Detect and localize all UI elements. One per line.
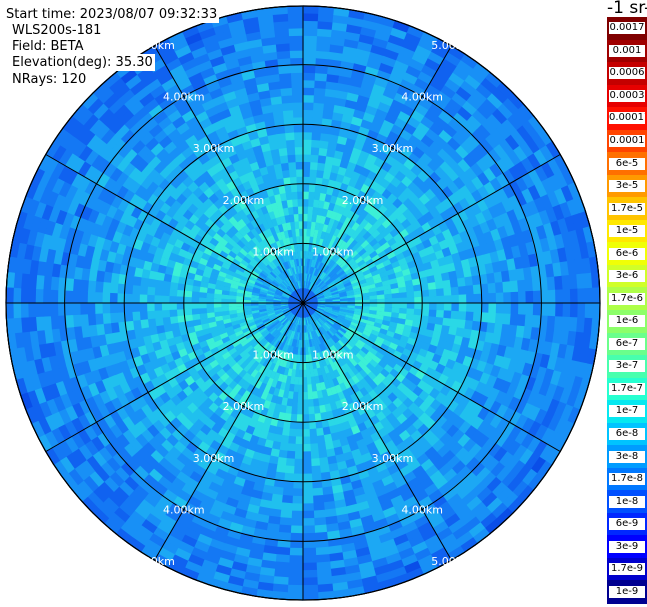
azimuth-spoke bbox=[154, 302, 304, 561]
scan-gates bbox=[5, 5, 601, 601]
range-ring bbox=[123, 123, 483, 483]
range-label: 1.00km bbox=[312, 349, 354, 362]
range-label: 4.00km bbox=[163, 91, 205, 104]
range-label: 3.00km bbox=[193, 142, 235, 155]
colorbar-label: 6e-6 bbox=[609, 247, 645, 260]
range-label: 2.00km bbox=[223, 400, 265, 413]
colorbar-label: 0.0006 bbox=[609, 67, 645, 80]
start-time-label: Start time: 2023/08/07 09:32:33 bbox=[4, 6, 220, 23]
azimuth-spoke bbox=[45, 154, 304, 304]
range-label: 4.00km bbox=[401, 504, 443, 517]
range-label: 1.00km bbox=[312, 245, 354, 258]
colorbar-label: 1e-8 bbox=[609, 495, 645, 508]
azimuth-spoke bbox=[302, 154, 561, 304]
colorbar-label: 6e-5 bbox=[609, 157, 645, 170]
colorbar-label: 6e-8 bbox=[609, 427, 645, 440]
colorbar-unit: -1 sr-1 bbox=[607, 0, 647, 18]
colorbar-label: 3e-5 bbox=[609, 180, 645, 193]
range-ring bbox=[242, 242, 364, 364]
colorbar-label: 0.0001 bbox=[609, 134, 645, 147]
azimuth-spoke bbox=[302, 45, 452, 304]
colorbar-label: 0.0017 bbox=[609, 22, 645, 35]
colorbar-label: 1.7e-7 bbox=[609, 382, 645, 395]
scan-border bbox=[5, 5, 601, 601]
elevation-label: Elevation(deg): 35.30 bbox=[10, 54, 155, 71]
colorbar-label: 1.7e-6 bbox=[609, 292, 645, 305]
nrays-label: NRays: 120 bbox=[10, 71, 89, 88]
colorbar-label: 0.00017 bbox=[609, 112, 645, 125]
colorbar-label: 3e-7 bbox=[609, 360, 645, 373]
colorbar-label: 0.001 bbox=[609, 44, 645, 57]
range-label: 2.00km bbox=[223, 194, 265, 207]
colorbar: 0.0017 0.001 0.0006 0.0003 0.00017 0.0001 6e-5… bbox=[607, 17, 647, 604]
azimuth-spoke bbox=[45, 302, 304, 452]
range-label: 5.00km bbox=[431, 39, 473, 52]
colorbar-label: 1.7e-5 bbox=[609, 202, 645, 215]
range-label: 3.00km bbox=[372, 452, 414, 465]
ppi-scan-plot: 1.00km 1.00km 1.00km 1.00km 2.00km 2.00km 2.00… bbox=[5, 5, 601, 601]
colorbar-label: 3e-6 bbox=[609, 270, 645, 283]
colorbar-label: 1e-7 bbox=[609, 405, 645, 418]
field-label: Field: BETA bbox=[10, 38, 86, 55]
colorbar-label: 0.0003 bbox=[609, 89, 645, 102]
colorbar-label: 1e-9 bbox=[609, 585, 645, 598]
range-label: 5.00km bbox=[431, 555, 473, 568]
colorbar-label: 1e-5 bbox=[609, 225, 645, 238]
colorbar-label: 6e-7 bbox=[609, 337, 645, 350]
colorbar-label: 1.7e-8 bbox=[609, 473, 645, 486]
range-label: 4.00km bbox=[163, 504, 205, 517]
range-label: 2.00km bbox=[342, 194, 384, 207]
azimuth-spoke bbox=[302, 302, 561, 452]
colorbar-label: 3e-9 bbox=[609, 540, 645, 553]
range-ring bbox=[64, 64, 542, 542]
range-label: 3.00km bbox=[193, 452, 235, 465]
range-label: 5.00km bbox=[133, 555, 175, 568]
instrument-label: WLS200s-181 bbox=[10, 22, 104, 39]
range-label: 1.00km bbox=[252, 245, 294, 258]
range-label: 1.00km bbox=[252, 349, 294, 362]
colorbar-label: 1e-6 bbox=[609, 315, 645, 328]
range-label: 5.00km bbox=[133, 39, 175, 52]
colorbar-label: 1.7e-9 bbox=[609, 563, 645, 576]
range-label: 3.00km bbox=[372, 142, 414, 155]
colorbar-label: 6e-9 bbox=[609, 518, 645, 531]
range-label: 4.00km bbox=[401, 91, 443, 104]
colorbar-label: 3e-8 bbox=[609, 450, 645, 463]
azimuth-spoke bbox=[154, 45, 304, 304]
range-ring bbox=[183, 183, 423, 423]
azimuth-spoke bbox=[302, 302, 452, 561]
range-label: 2.00km bbox=[342, 400, 384, 413]
